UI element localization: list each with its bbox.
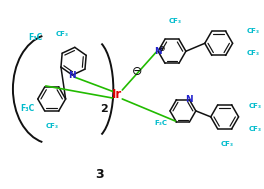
Text: CF₃: CF₃ <box>248 126 262 132</box>
Text: 2: 2 <box>101 104 108 114</box>
Text: 3: 3 <box>95 168 104 181</box>
Text: CF₃: CF₃ <box>55 31 68 37</box>
Text: CF₃: CF₃ <box>248 103 262 109</box>
Text: ⊖: ⊖ <box>132 65 143 78</box>
Text: F₃C: F₃C <box>154 120 168 126</box>
Text: N: N <box>186 95 193 104</box>
Text: CF₃: CF₃ <box>45 123 58 129</box>
Text: CF₃: CF₃ <box>220 141 233 147</box>
Text: CF₃: CF₃ <box>168 19 181 24</box>
Text: F₃C: F₃C <box>20 104 34 113</box>
Text: F₃C: F₃C <box>28 33 42 42</box>
Text: CF₃: CF₃ <box>247 50 260 56</box>
Text: CF₃: CF₃ <box>247 28 260 34</box>
Text: N: N <box>154 47 162 56</box>
Text: N: N <box>69 70 76 80</box>
Text: ⊕: ⊕ <box>158 44 164 53</box>
Text: Ir: Ir <box>112 88 122 101</box>
